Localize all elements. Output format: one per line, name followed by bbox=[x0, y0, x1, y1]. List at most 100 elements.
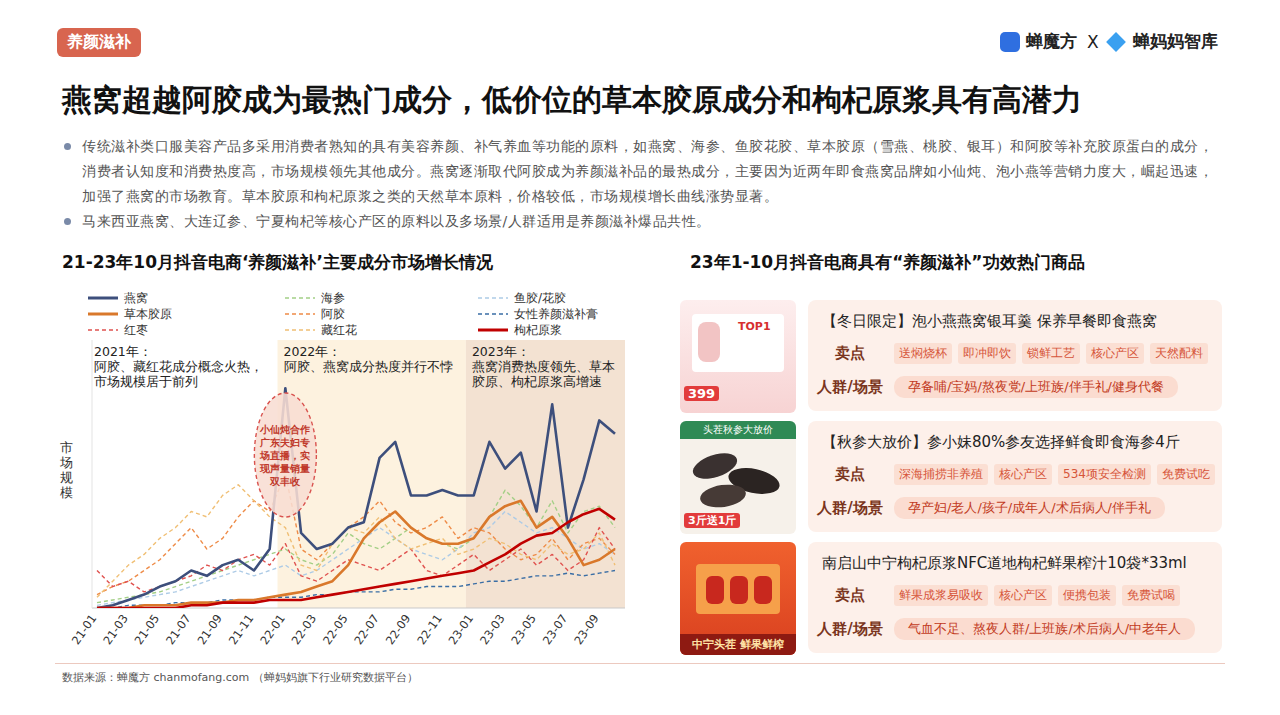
audience-tag: 孕备哺/宝妈/熬夜党/上班族/伴手礼/健身代餐 bbox=[894, 376, 1178, 398]
audience-tag: 孕产妇/老人/孩子/成年人/术后病人/伴手礼 bbox=[894, 497, 1165, 519]
legend-label: 枸杞原浆 bbox=[514, 323, 562, 337]
annotation-title: 2022年： bbox=[284, 344, 342, 359]
product-image: TOP1 399 bbox=[680, 300, 796, 413]
selling-row: 卖点送焖烧杯即冲即饮锁鲜工艺核心产区天然配料 bbox=[812, 343, 1208, 364]
x-tick-label: 21-09 bbox=[194, 612, 225, 647]
bullet-text: 传统滋补类口服美容产品多采用消费者熟知的具有美容养颜、补气养血等功能的原料，如燕… bbox=[82, 134, 1222, 209]
product-card: 【秋参大放价】参小妹80%参友选择鲜食即食海参4斤卖点深海捕捞非养殖核心产区53… bbox=[808, 421, 1222, 532]
series-line bbox=[97, 570, 615, 608]
legend-label: 阿胶 bbox=[321, 307, 345, 321]
chart-title: 21-23年10月抖音电商‘养颜滋补’主要成分市场增长情况 bbox=[62, 251, 493, 274]
selling-tag: 核心产区 bbox=[1086, 343, 1144, 364]
series-line bbox=[97, 501, 615, 608]
footer-line bbox=[55, 663, 1225, 664]
x-tick-label: 22-07 bbox=[351, 612, 382, 647]
annotation-text: 燕窝消费热度领先、草本 bbox=[472, 359, 615, 374]
legend-label: 燕窝 bbox=[124, 291, 148, 305]
x-tick-label: 23-03 bbox=[477, 612, 508, 647]
bullet-text: 马来西亚燕窝、大连辽参、宁夏枸杞等核心产区的原料以及多场景/人群适用是养颜滋补爆… bbox=[82, 209, 1222, 234]
bullets: 传统滋补类口服美容产品多采用消费者熟知的具有美容养颜、补气养血等功能的原料，如燕… bbox=[62, 134, 1222, 234]
x-tick-label: 23-01 bbox=[446, 612, 477, 647]
bullet: 马来西亚燕窝、大连辽参、宁夏枸杞等核心产区的原料以及多场景/人群适用是养颜滋补爆… bbox=[62, 209, 1222, 234]
lines bbox=[97, 388, 615, 608]
callout-text: 小仙炖合作广东夫妇专场直播，实现声量销量双丰收 bbox=[259, 424, 310, 487]
x-tick-label: 21-01 bbox=[69, 612, 100, 647]
logo-text: 蝉魔方 bbox=[1026, 30, 1077, 53]
product-title: 【秋参大放价】参小妹80%参友选择鲜食即食海参4斤 bbox=[822, 433, 1180, 452]
page-title: 燕窝超越阿胶成为最热门成分，低价位的草本胶原成分和枸杞原浆具有高潜力 bbox=[62, 80, 1082, 121]
bullet: 传统滋补类口服美容产品多采用消费者熟知的具有美容养颜、补气养血等功能的原料，如燕… bbox=[62, 134, 1222, 209]
selling-tag: 锁鲜工艺 bbox=[1022, 343, 1080, 364]
legend-label: 藏红花 bbox=[321, 323, 357, 337]
product-title: 南启山中宁枸杞原浆NFC道地枸杞鲜果榨汁10袋*33ml bbox=[822, 554, 1187, 573]
legend-swatch bbox=[88, 313, 118, 316]
x-tick-label: 22-01 bbox=[257, 612, 288, 647]
x-tick-label: 21-07 bbox=[163, 612, 194, 647]
source: 数据来源：蝉魔方 chanmofang.com （蝉妈妈旗下行业研究数据平台） bbox=[62, 670, 418, 685]
selling-tag: 便携包装 bbox=[1058, 585, 1116, 606]
legend-swatch bbox=[478, 313, 508, 315]
x-tick-label: 21-11 bbox=[226, 612, 257, 647]
audience-row: 人群/场景气血不足、熬夜人群/上班族/术后病人/中老年人 bbox=[812, 618, 1195, 640]
product-card: 南启山中宁枸杞原浆NFC道地枸杞鲜果榨汁10袋*33ml 卖点鲜果成浆易吸收核心产… bbox=[808, 542, 1222, 653]
img-shape bbox=[698, 322, 720, 362]
selling-row: 卖点鲜果成浆易吸收核心产区便携包装免费试喝 bbox=[812, 585, 1180, 606]
img-shape bbox=[730, 576, 748, 604]
row-label: 卖点 bbox=[812, 465, 888, 484]
x-tick-label: 22-09 bbox=[383, 612, 414, 647]
logo-sep: X bbox=[1087, 32, 1099, 52]
product-title: 【冬日限定】泡小燕燕窝银耳羹 保养早餐即食燕窝 bbox=[822, 312, 1157, 331]
row-label: 人群/场景 bbox=[812, 499, 888, 518]
x-tick-label: 22-05 bbox=[320, 612, 351, 647]
product-image: 中宁头茬 鲜果鲜榨 bbox=[680, 542, 796, 655]
product-image: 头茬秋参大放价3斤送1斤 bbox=[680, 421, 796, 534]
x-tick-label: 22-03 bbox=[289, 612, 320, 647]
img-text: TOP1 bbox=[738, 320, 771, 333]
selling-tag: 鲜果成浆易吸收 bbox=[894, 585, 988, 606]
selling-tag: 534项安全检测 bbox=[1058, 464, 1151, 485]
selling-tag: 核心产区 bbox=[994, 464, 1052, 485]
img-text: 3斤送1斤 bbox=[684, 513, 740, 528]
annotation-text: 阿胶、燕窝成分热度并行不悖 bbox=[284, 359, 453, 374]
products-title: 23年1-10月抖音电商具有“养颜滋补”功效热门商品 bbox=[690, 251, 1085, 274]
bullet-dot bbox=[64, 218, 71, 225]
selling-tag: 核心产区 bbox=[994, 585, 1052, 606]
logos: 蝉魔方 X 蝉妈妈智库 bbox=[1000, 30, 1218, 53]
y-axis-title: 市场规模 bbox=[59, 440, 73, 500]
callout-ellipse bbox=[254, 393, 316, 517]
legend-label: 海参 bbox=[321, 291, 345, 305]
legend-label: 女性养颜滋补膏 bbox=[514, 307, 598, 321]
audience-tag: 气血不足、熬夜人群/上班族/术后病人/中老年人 bbox=[894, 618, 1195, 640]
logo-icon bbox=[1000, 32, 1020, 52]
bullet-dot bbox=[64, 143, 71, 150]
row-label: 人群/场景 bbox=[812, 378, 888, 397]
selling-tag: 天然配料 bbox=[1150, 343, 1208, 364]
period-bg bbox=[466, 340, 625, 608]
legend-label: 草本胶原 bbox=[124, 307, 172, 321]
legend-label: 红枣 bbox=[124, 323, 148, 337]
audience-row: 人群/场景孕产妇/老人/孩子/成年人/术后病人/伴手礼 bbox=[812, 497, 1165, 519]
legend-swatch bbox=[88, 329, 118, 331]
legend-swatch bbox=[285, 297, 315, 299]
selling-tag: 免费试吃 bbox=[1157, 464, 1215, 485]
img-shape bbox=[754, 576, 772, 604]
legend-swatch bbox=[285, 329, 315, 331]
section-tag: 养颜滋补 bbox=[57, 28, 141, 57]
row-label: 卖点 bbox=[812, 586, 888, 605]
selling-tag: 即冲即饮 bbox=[958, 343, 1016, 364]
x-tick-label: 22-11 bbox=[414, 612, 445, 647]
x-tick-label: 21-03 bbox=[100, 612, 131, 647]
series-line bbox=[97, 388, 615, 608]
annotation-text: 市场规模居于前列 bbox=[94, 374, 198, 389]
img-shape bbox=[699, 482, 748, 510]
x-tick-label: 21-05 bbox=[132, 612, 163, 647]
series-line bbox=[97, 509, 615, 608]
annotation-text: 胶原、枸杞原浆高增速 bbox=[472, 374, 602, 389]
img-shape bbox=[706, 576, 724, 604]
legend-swatch bbox=[88, 297, 118, 300]
logo-text: 蝉妈妈智库 bbox=[1133, 30, 1218, 53]
selling-tag: 送焖烧杯 bbox=[894, 343, 952, 364]
row-label: 卖点 bbox=[812, 344, 888, 363]
img-text: 399 bbox=[684, 386, 719, 401]
legend-swatch bbox=[478, 297, 508, 299]
